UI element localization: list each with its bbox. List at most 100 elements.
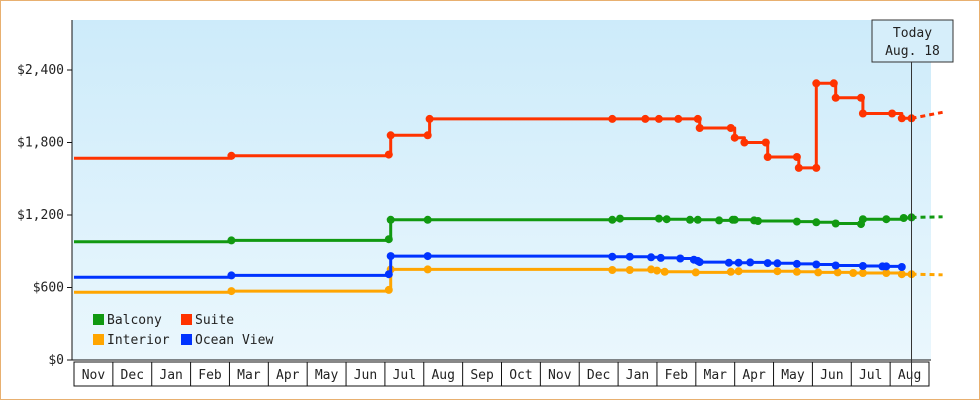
data-point [384,150,393,159]
data-point [674,114,683,123]
month-label: Mar [704,368,728,383]
y-tick-label: $2,400 [17,63,64,78]
data-point [773,267,782,276]
data-point [899,214,908,222]
data-point [423,131,432,140]
month-label: May [781,368,805,383]
y-tick-label: $1,800 [17,136,64,151]
data-point [882,215,891,224]
data-point [833,268,842,277]
data-point [858,215,867,224]
data-point [724,258,733,267]
data-point [625,266,634,274]
legend-label: Suite [195,313,234,328]
month-label: Aug [898,368,921,383]
data-point [715,216,724,225]
data-point [831,219,840,228]
month-label: Jul [859,368,882,383]
data-point [641,114,650,123]
plot-area [72,20,931,360]
month-label: Jul [393,368,416,383]
legend-swatch [93,314,104,325]
data-point [654,214,663,223]
today-label: Today [893,26,932,41]
data-point [792,153,801,161]
data-point [734,258,743,267]
today-box [871,19,954,63]
data-point [763,259,772,268]
data-point [794,163,803,172]
data-point [763,153,772,161]
data-point [857,93,865,102]
data-point [897,270,906,279]
data-point [660,267,669,276]
data-point [227,236,236,245]
y-tick-label: $600 [33,281,64,296]
month-label: Nov [82,368,106,383]
data-point [227,287,236,296]
month-label: Jun [354,368,377,383]
data-point [686,215,694,224]
month-label: Dec [121,368,144,383]
data-point [647,253,656,262]
today-marker: Today Aug. 18 [871,19,954,386]
data-point [734,267,743,276]
month-label: Oct [509,368,532,383]
data-point [730,215,739,224]
data-point [888,109,897,118]
data-point [654,114,663,123]
series-balcony [74,213,943,245]
data-point [754,217,762,225]
data-point [814,268,823,277]
data-point [425,114,434,123]
month-label: Jun [820,368,843,383]
month-label: Nov [548,368,572,383]
legend-swatch [93,334,104,345]
data-point [653,266,661,275]
data-point [423,215,432,224]
data-point [858,109,867,118]
data-point [882,262,891,271]
data-point [897,114,906,123]
month-label: Jan [159,368,182,383]
data-point [792,217,801,226]
data-point [829,79,838,88]
legend-swatch [181,334,192,345]
legend-label: Interior [107,333,170,348]
legend-label: Ocean View [195,333,273,348]
data-point [227,271,236,280]
data-point [812,260,821,269]
y-tick-label: $0 [48,353,64,368]
data-point [386,131,395,140]
month-label: Aug [431,368,454,383]
data-point [676,254,685,263]
data-point [812,163,821,172]
data-point [695,258,704,267]
data-point [773,259,782,268]
month-label: Jan [626,368,649,383]
data-point [858,269,867,277]
data-point [384,270,393,279]
data-point [384,235,393,244]
data-point [858,262,867,270]
data-point [695,124,704,132]
data-point [897,263,906,271]
series-suite [74,79,943,172]
data-point [608,215,617,224]
month-label: Apr [742,368,766,383]
data-point [386,215,395,224]
data-point [386,252,395,261]
data-point [740,138,749,147]
series-line [74,81,912,170]
data-point [625,252,634,261]
data-point [726,124,735,132]
data-point [662,215,671,224]
data-point [882,269,891,277]
series-ocean-view [74,252,906,280]
data-point [812,218,821,227]
data-point [849,269,858,277]
data-point [691,268,700,277]
data-point [831,261,840,270]
data-point [746,258,755,267]
